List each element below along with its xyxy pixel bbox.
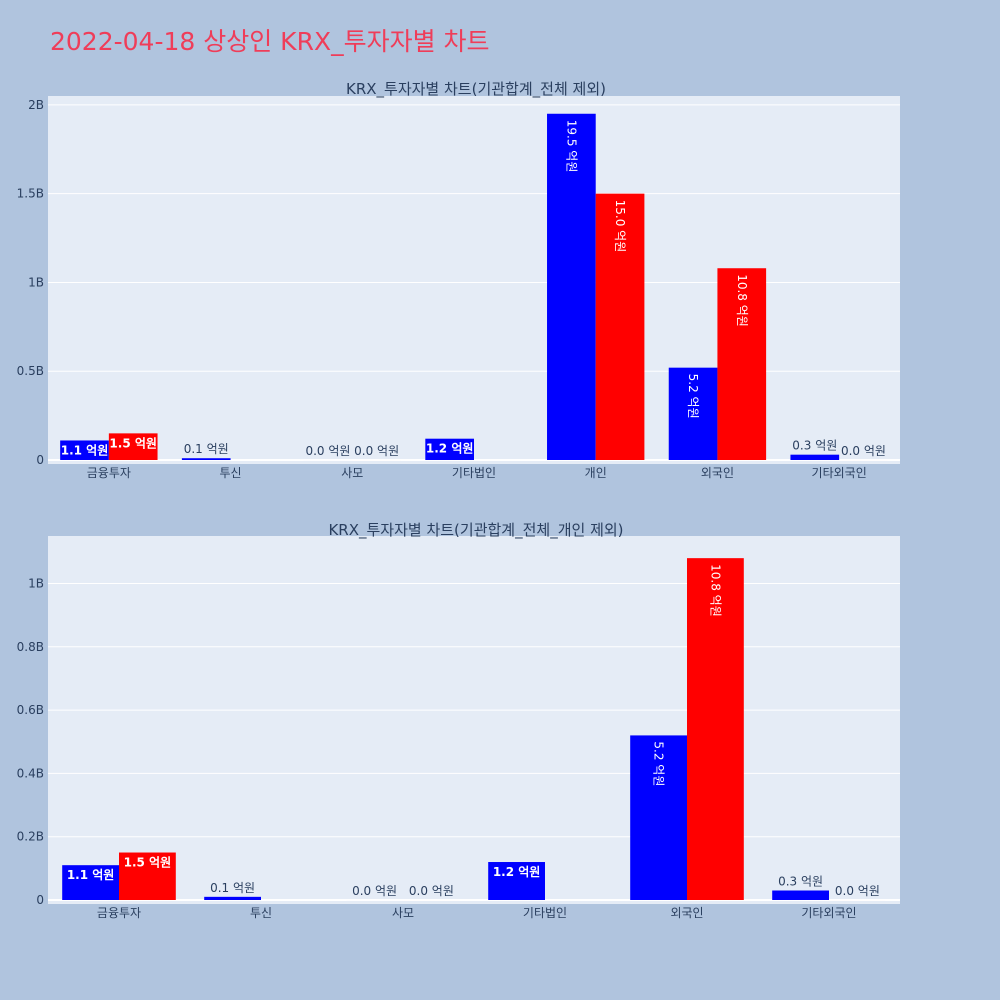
x-tick-label: 사모: [341, 466, 363, 480]
bar-data-label: 5.2 억원: [686, 374, 700, 419]
bar-series-1: [630, 735, 687, 900]
y-tick-label: 0.6B: [17, 703, 44, 717]
bar-data-label: 0.0 억원: [841, 444, 886, 458]
x-tick-label: 개인: [585, 466, 607, 480]
bar-series-1: [181, 458, 231, 460]
bar-data-label: 1.5 억원: [109, 436, 157, 450]
bar-series-1: [668, 367, 718, 460]
bar-data-label: 0.0 억원: [409, 884, 454, 898]
bar-data-label: 1.2 억원: [426, 442, 474, 456]
y-tick-label: 0.2B: [17, 830, 44, 844]
bar-data-label: 19.5 억원: [564, 120, 578, 173]
bar-series-1: [488, 862, 545, 900]
y-tick-label: 0: [36, 893, 44, 907]
x-tick-label: 기타법인: [523, 906, 567, 920]
x-tick-label: 기타외국인: [801, 906, 856, 920]
bar-data-label: 0.3 억원: [792, 439, 837, 453]
bar-data-label: 0.3 억원: [778, 875, 823, 889]
bar-data-label: 1.1 억원: [67, 868, 115, 882]
bar-series-1: [62, 865, 119, 900]
bar-data-label: 0.1 억원: [184, 442, 229, 456]
x-tick-label: 기타외국인: [812, 466, 867, 480]
bar-series-2: [108, 433, 158, 460]
y-tick-label: 1B: [28, 275, 44, 289]
bar-data-label: 0.0 억원: [835, 884, 880, 898]
bar-data-label: 0.0 억원: [352, 884, 397, 898]
y-tick-label: 0: [36, 453, 44, 467]
x-tick-label: 투신: [250, 906, 272, 920]
bar-data-label: 1.2 억원: [493, 865, 541, 879]
y-tick-label: 2B: [28, 98, 44, 112]
bar-data-label: 1.1 억원: [61, 443, 109, 457]
chart-title: KRX_투자자별 차트(기관합계_전체 제외): [346, 80, 606, 99]
x-tick-label: 금융투자: [97, 906, 141, 920]
bar-data-label: 5.2 억원: [652, 741, 666, 786]
bar-series-2: [687, 558, 744, 900]
bar-series-1: [425, 438, 474, 460]
chart-title: KRX_투자자별 차트(기관합계_전체_개인 제외): [328, 521, 623, 540]
bar-series-1: [60, 440, 109, 460]
x-tick-label: 사모: [392, 906, 414, 920]
y-tick-label: 0.8B: [17, 640, 44, 654]
bar-data-label: 10.8 억원: [735, 274, 749, 327]
y-tick-label: 0.5B: [17, 364, 44, 378]
bar-data-label: 10.8 억원: [708, 564, 722, 617]
x-tick-label: 금융투자: [87, 466, 131, 480]
y-tick-label: 1B: [28, 576, 44, 590]
bar-data-label: 0.1 억원: [210, 881, 255, 895]
x-tick-label: 기타법인: [452, 466, 496, 480]
bar-series-1: [790, 454, 840, 460]
bar-series-2: [717, 268, 767, 460]
page-title: 2022-04-18 상상인 KRX_투자자별 차트: [50, 27, 490, 56]
bar-data-label: 0.0 억원: [354, 444, 399, 458]
bar-data-label: 1.5 억원: [124, 856, 172, 870]
x-tick-label: 외국인: [701, 466, 734, 480]
bar-data-label: 0.0 억원: [305, 444, 350, 458]
bar-series-1: [204, 896, 261, 900]
bar-series-2: [119, 852, 176, 900]
y-tick-label: 0.4B: [17, 766, 44, 780]
bar-series-1: [547, 113, 596, 460]
plot-area: [48, 536, 900, 904]
x-tick-label: 투신: [220, 466, 242, 480]
bar-series-2: [595, 193, 645, 460]
bar-data-label: 15.0 억원: [613, 200, 627, 253]
bar-series-1: [772, 890, 829, 900]
y-tick-label: 1.5B: [17, 187, 44, 201]
x-tick-label: 외국인: [670, 906, 703, 920]
